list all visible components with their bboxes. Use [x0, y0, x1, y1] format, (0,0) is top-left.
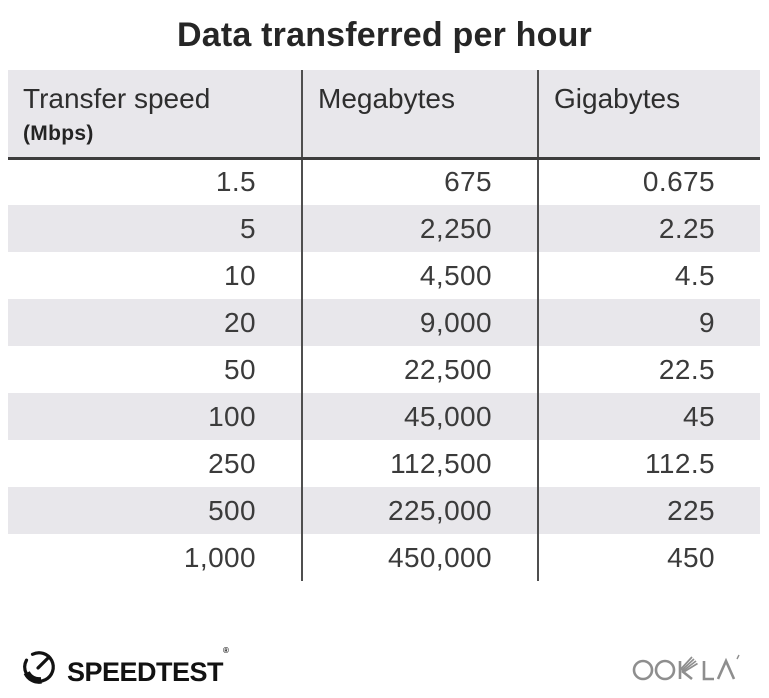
table-row: 500 225,000 225	[8, 487, 760, 534]
header-mbps-label: (Mbps)	[23, 122, 94, 145]
cell-speed: 1,000	[8, 534, 302, 581]
speedtest-label: SPEEDTEST	[67, 657, 224, 687]
table-header: Transfer speed (Mbps) Megabytes Gigabyte…	[8, 70, 760, 160]
header-gigabytes: Gigabytes	[537, 70, 760, 160]
table-row: 1,000 450,000 450	[8, 534, 760, 581]
cell-megabytes: 9,000	[301, 299, 538, 346]
cell-speed: 100	[8, 393, 302, 440]
table-row: 20 9,000 9	[8, 299, 760, 346]
header-transfer-speed: Transfer speed (Mbps)	[8, 70, 302, 160]
cell-speed: 5	[8, 205, 302, 252]
cell-gigabytes: 112.5	[537, 440, 760, 487]
cell-megabytes: 675	[301, 158, 538, 205]
data-table: Transfer speed (Mbps) Megabytes Gigabyte…	[8, 70, 760, 581]
registered-mark: ®	[223, 646, 229, 655]
table-row: 250 112,500 112.5	[8, 440, 760, 487]
ookla-logo	[629, 650, 747, 684]
cell-gigabytes: 45	[537, 393, 760, 440]
cell-speed: 20	[8, 299, 302, 346]
cell-megabytes: 22,500	[301, 346, 538, 393]
table-row: 5 2,250 2.25	[8, 205, 760, 252]
cell-megabytes: 2,250	[301, 205, 538, 252]
cell-gigabytes: 22.5	[537, 346, 760, 393]
cell-megabytes: 45,000	[301, 393, 538, 440]
cell-megabytes: 4,500	[301, 252, 538, 299]
header-transfer-speed-label: Transfer speed	[23, 83, 211, 114]
header-megabytes: Megabytes	[301, 70, 538, 160]
cell-speed: 500	[8, 487, 302, 534]
cell-gigabytes: 450	[537, 534, 760, 581]
cell-gigabytes: 2.25	[537, 205, 760, 252]
cell-gigabytes: 0.675	[537, 158, 760, 205]
header-row: Transfer speed (Mbps) Megabytes Gigabyte…	[8, 70, 760, 160]
page-title: Data transferred per hour	[177, 16, 592, 54]
cell-megabytes: 112,500	[301, 440, 538, 487]
speedtest-gauge-icon	[20, 648, 58, 686]
cell-megabytes: 225,000	[301, 487, 538, 534]
table-body: 1.5 675 0.675 5 2,250 2.25 10 4,500 4.5 …	[8, 158, 760, 581]
cell-speed: 250	[8, 440, 302, 487]
footer: SPEEDTEST ®	[0, 646, 769, 692]
cell-gigabytes: 4.5	[537, 252, 760, 299]
table-row: 10 4,500 4.5	[8, 252, 760, 299]
cell-speed: 50	[8, 346, 302, 393]
cell-megabytes: 450,000	[301, 534, 538, 581]
cell-speed: 1.5	[8, 158, 302, 205]
cell-speed: 10	[8, 252, 302, 299]
cell-gigabytes: 9	[537, 299, 760, 346]
table-row: 1.5 675 0.675	[8, 158, 760, 205]
table-row: 100 45,000 45	[8, 393, 760, 440]
cell-gigabytes: 225	[537, 487, 760, 534]
table-row: 50 22,500 22.5	[8, 346, 760, 393]
speedtest-wordmark: SPEEDTEST ®	[67, 646, 229, 688]
speedtest-logo: SPEEDTEST ®	[20, 646, 229, 688]
